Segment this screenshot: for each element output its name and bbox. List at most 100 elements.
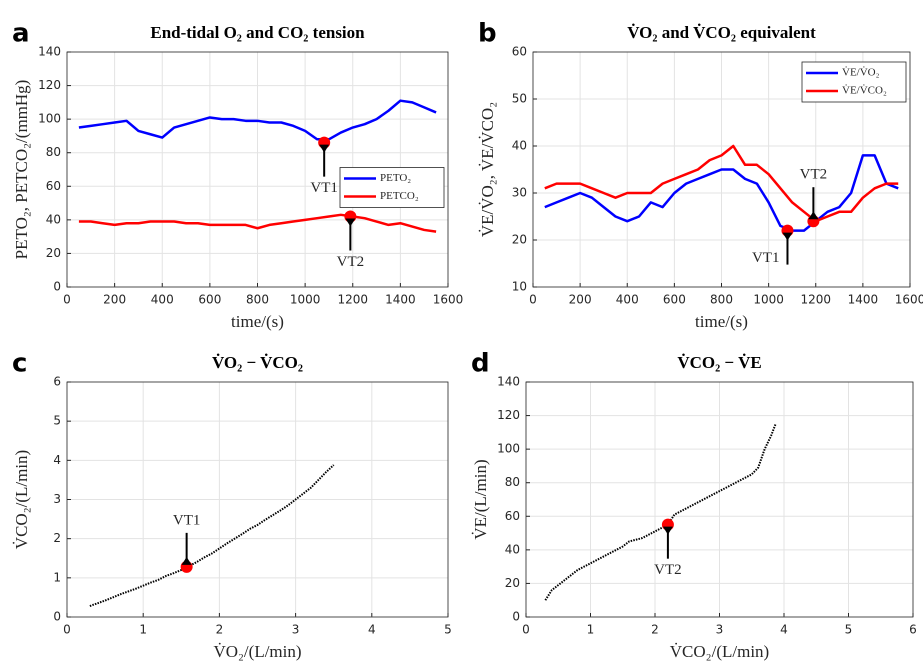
x-tick-label: 400	[151, 293, 174, 307]
arrow-head	[662, 526, 673, 535]
x-tick-label: 0	[63, 293, 71, 307]
y-tick-label: 80	[505, 475, 520, 489]
y-tick-label: 1	[53, 570, 61, 584]
y-tick-label: 6	[53, 375, 61, 389]
threshold-label: VT1	[752, 250, 780, 266]
y-tick-label: 0	[53, 280, 61, 294]
y-tick-label: 140	[38, 45, 61, 59]
x-tick-label: 2	[216, 623, 224, 637]
y-tick-label: 40	[512, 139, 527, 153]
y-axis-label: V̇E/V̇O₂, V̇E/V̇CO₂	[478, 102, 497, 237]
data-line	[544, 154, 899, 232]
x-tick-label: 0	[529, 293, 537, 307]
threshold-label: VT2	[337, 254, 365, 270]
x-tick-label: 1	[139, 623, 147, 637]
data-line	[544, 144, 899, 223]
x-tick-label: 400	[616, 293, 639, 307]
x-tick-label: 6	[909, 623, 917, 637]
x-tick-label: 1200	[337, 293, 368, 307]
x-tick-label: 0	[63, 623, 71, 637]
y-tick-label: 60	[512, 45, 527, 59]
y-tick-label: 30	[512, 186, 527, 200]
panel: 0 200 400 600 800 1000 1200 1400 1600 0 20 40 60 80 10…	[12, 19, 463, 331]
x-tick-label: 1600	[433, 293, 464, 307]
x-axis-label: V̇O₂/(L/min)	[213, 642, 301, 661]
x-tick-label: 200	[103, 293, 126, 307]
y-tick-label: 100	[38, 112, 61, 126]
y-tick-label: 120	[38, 78, 61, 92]
arrow-head	[181, 556, 192, 565]
x-tick-label: 2	[651, 623, 659, 637]
panel: 0 200 400 600 800 1000 1200 1400 1600 10 20 30 40 50 6…	[478, 19, 923, 331]
y-axis-label: V̇E/(L/min)	[471, 459, 490, 539]
x-tick-label: 800	[246, 293, 269, 307]
x-tick-label: 5	[845, 623, 853, 637]
arrow-head	[345, 218, 356, 227]
chart-title: V̇O₂ − V̇CO₂	[212, 353, 303, 372]
x-tick-label: 1600	[895, 293, 923, 307]
threshold-label: VT2	[654, 562, 682, 578]
x-tick-label: 4	[368, 623, 376, 637]
legend-label: V̇E/V̇CO₂	[842, 84, 887, 96]
x-tick-label: 600	[663, 293, 686, 307]
data-line	[78, 213, 437, 233]
threshold-label: VT1	[173, 512, 201, 528]
y-tick-label: 10	[512, 280, 527, 294]
x-tick-label: 1	[587, 623, 595, 637]
y-tick-label: 40	[505, 542, 520, 556]
y-axis-label: V̇CO₂/(L/min)	[12, 450, 31, 549]
y-tick-label: 20	[505, 576, 520, 590]
x-tick-label: 1000	[290, 293, 321, 307]
x-tick-label: 3	[292, 623, 300, 637]
y-tick-label: 140	[497, 375, 520, 389]
axes-box	[532, 51, 911, 288]
legend-box	[339, 167, 445, 208]
legend-box	[801, 61, 907, 103]
y-tick-label: 60	[505, 509, 520, 523]
panel-letter: d	[471, 349, 490, 379]
y-tick-label: 120	[497, 408, 520, 422]
y-tick-label: 0	[512, 610, 520, 624]
y-tick-label: 20	[512, 233, 527, 247]
x-tick-label: 4	[780, 623, 788, 637]
data-points	[544, 423, 777, 601]
chart-title: V̇CO₂ − V̇E	[677, 353, 761, 372]
chart-title: V̇O₂ and V̇CO₂ equivalent	[627, 23, 816, 42]
panel: 0 1 2 3 4 5 0 1 2 3 4 5 6 c V̇O₂ − V̇CO₂ V̇O₂/(L/min) V̇…	[12, 349, 452, 661]
x-axis-label: V̇CO₂/(L/min)	[670, 642, 769, 661]
axes-box	[525, 381, 914, 618]
y-tick-label: 100	[497, 442, 520, 456]
arrow-head	[319, 144, 330, 153]
panel-letter: a	[12, 19, 30, 49]
panel-letter: b	[478, 19, 497, 49]
x-tick-label: 600	[198, 293, 221, 307]
data-line	[78, 99, 437, 141]
y-tick-label: 60	[46, 179, 61, 193]
x-tick-label: 1400	[385, 293, 416, 307]
x-axis-label: time/(s)	[231, 312, 284, 331]
chart-title: End-tidal O₂ and CO₂ tension	[150, 23, 365, 42]
y-tick-label: 4	[53, 453, 61, 467]
arrow-head	[782, 232, 793, 241]
y-tick-label: 0	[53, 610, 61, 624]
x-tick-label: 1000	[753, 293, 784, 307]
axes-box	[66, 381, 449, 618]
threshold-label: VT1	[310, 180, 338, 196]
x-tick-label: 200	[569, 293, 592, 307]
axes-box	[66, 51, 449, 288]
legend-label: PETO₂	[380, 172, 411, 184]
y-tick-label: 40	[46, 212, 61, 226]
threshold-label: VT2	[800, 167, 828, 183]
y-tick-label: 2	[53, 531, 61, 545]
y-axis-label: PETO₂, PETCO₂/(mmHg)	[12, 80, 31, 260]
legend-label: PETCO₂	[380, 190, 419, 202]
y-tick-label: 50	[512, 92, 527, 106]
panel-letter: c	[12, 349, 27, 379]
arrow-head	[808, 211, 819, 220]
y-tick-label: 80	[46, 145, 61, 159]
data-points	[89, 464, 335, 607]
x-tick-label: 5	[444, 623, 452, 637]
x-tick-label: 3	[716, 623, 724, 637]
